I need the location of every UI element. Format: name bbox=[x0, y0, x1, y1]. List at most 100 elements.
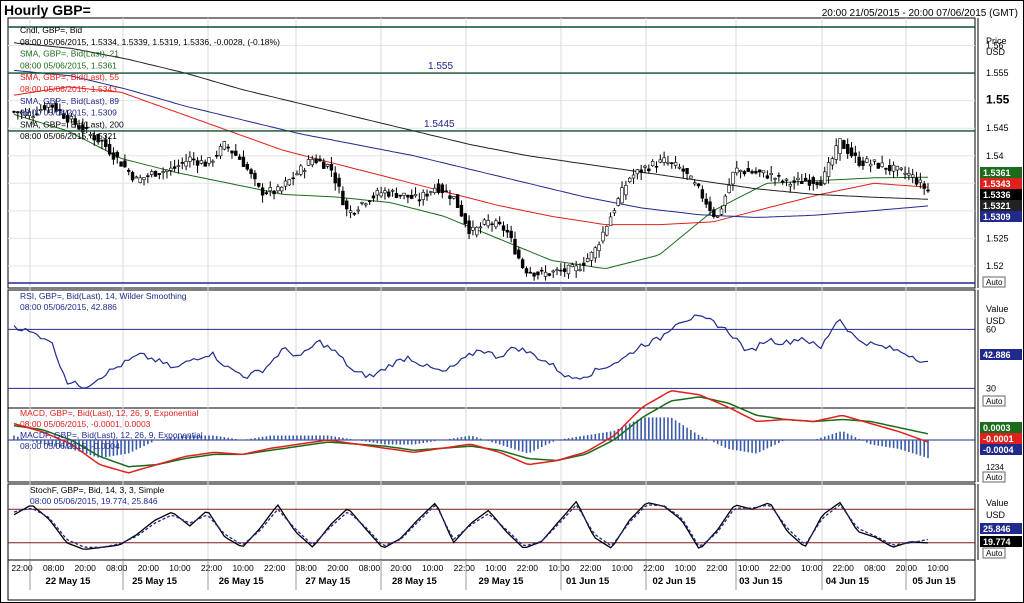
date-tick-label: 22 May 15 bbox=[46, 576, 92, 587]
candle-body bbox=[773, 177, 777, 180]
macd-line bbox=[13, 390, 929, 474]
candle-body bbox=[494, 220, 498, 228]
time-tick-label: 08:00 bbox=[43, 563, 65, 573]
candle-body bbox=[612, 210, 617, 214]
candle-body bbox=[130, 172, 135, 181]
candle-body bbox=[12, 111, 16, 113]
candle-body bbox=[731, 171, 735, 185]
candle-body bbox=[593, 247, 597, 259]
sma-line-sma-200 bbox=[13, 42, 929, 200]
candle-body bbox=[524, 268, 529, 274]
candle-body bbox=[605, 226, 609, 236]
candle-body bbox=[738, 169, 743, 172]
candle-body bbox=[161, 171, 165, 173]
time-tick-label: 10:00 bbox=[801, 563, 823, 573]
time-tick-label: 20:00 bbox=[75, 563, 97, 573]
candle-body bbox=[226, 146, 230, 149]
stoch-auto-button[interactable] bbox=[982, 547, 1006, 559]
candle-body bbox=[406, 194, 410, 198]
time-tick-label: 10:00 bbox=[232, 563, 254, 573]
rsi-legend-line: 08:00 05/06/2015, 42.886 bbox=[20, 302, 117, 312]
candle-body bbox=[169, 167, 173, 171]
rsi-panel: 60 30 Value USD RSI, GBP=, Bid(Last), 14, Wi… bbox=[8, 291, 1022, 407]
candle-body bbox=[429, 191, 433, 193]
candle-body bbox=[50, 104, 54, 108]
price-tick-label: 1.56 bbox=[986, 41, 1004, 51]
candle-body bbox=[907, 172, 911, 176]
candle-body bbox=[115, 151, 119, 158]
time-tick-label: 20:00 bbox=[138, 563, 160, 573]
price-legend-line: SMA, GBP=, Bid(Last), 89 bbox=[20, 96, 119, 106]
price-legend-line: SMA, GBP=, Bid(Last), 55 bbox=[20, 72, 119, 82]
price-tick-label: 1.525 bbox=[986, 233, 1009, 243]
macd-value-badge bbox=[980, 444, 1022, 455]
candle-body bbox=[157, 173, 162, 175]
candle-body bbox=[260, 187, 265, 196]
time-tick-label: 22:00 bbox=[833, 563, 855, 573]
candle-body bbox=[826, 162, 831, 177]
candle-body bbox=[685, 168, 689, 174]
candle-body bbox=[302, 170, 307, 172]
candle-body bbox=[81, 124, 85, 133]
candle-body bbox=[245, 164, 249, 170]
candle-body bbox=[432, 187, 437, 193]
candle-body bbox=[272, 190, 276, 195]
candle-body bbox=[735, 167, 739, 174]
candle-body bbox=[459, 204, 464, 217]
date-tick-label: 02 Jun 15 bbox=[653, 576, 697, 587]
candle-body bbox=[635, 169, 640, 175]
candle-body bbox=[620, 187, 624, 204]
candle-body bbox=[27, 112, 31, 117]
candle-body bbox=[497, 221, 502, 225]
stoch-value-badge-text: 25.846 bbox=[983, 524, 1011, 534]
candle-body bbox=[310, 159, 314, 166]
candle-body bbox=[352, 212, 357, 215]
rsi-legend-line: RSI, GBP=, Bid(Last), 14, Wilder Smoothi… bbox=[20, 291, 187, 301]
candle-body bbox=[758, 169, 762, 173]
candle-body bbox=[693, 182, 697, 185]
candle-body bbox=[371, 195, 376, 199]
candle-body bbox=[761, 170, 766, 174]
candle-body bbox=[134, 176, 139, 179]
rsi-panel-frame bbox=[7, 289, 976, 409]
candle-body bbox=[834, 145, 838, 160]
candle-body bbox=[708, 201, 712, 211]
price-auto-button[interactable] bbox=[982, 276, 1006, 288]
time-tick-label: 22:00 bbox=[706, 563, 728, 573]
candle-body bbox=[123, 160, 127, 168]
candle-body bbox=[69, 116, 74, 120]
price-moving-averages bbox=[13, 42, 929, 269]
price-value-badge bbox=[980, 189, 1022, 200]
date-tick-label: 28 May 15 bbox=[392, 576, 438, 587]
candle-body bbox=[149, 171, 154, 175]
macd-auto-button[interactable] bbox=[982, 471, 1006, 483]
candle-body bbox=[765, 175, 770, 179]
candle-body bbox=[299, 165, 303, 175]
candle-body bbox=[42, 105, 47, 110]
macd-auto-label: Auto bbox=[986, 473, 1003, 482]
time-tick-label: 10:00 bbox=[422, 563, 444, 573]
rsi-auto-button[interactable] bbox=[982, 395, 1006, 407]
candle-body bbox=[279, 186, 284, 192]
candle-body bbox=[23, 111, 28, 116]
time-tick-label: 08:00 bbox=[106, 563, 128, 573]
time-tick-label: 10:00 bbox=[611, 563, 633, 573]
candle-body bbox=[234, 150, 238, 156]
candle-body bbox=[35, 113, 39, 116]
macd-value-badge bbox=[980, 422, 1022, 433]
candle-body bbox=[398, 194, 402, 197]
candle-body bbox=[318, 158, 322, 162]
candle-body bbox=[394, 193, 399, 198]
rsi-line bbox=[13, 314, 929, 389]
candle-body bbox=[868, 163, 873, 167]
time-axis: 22:00 08:00 20:00 08:00 20:00 10:00 22:00 10:00… bbox=[7, 559, 976, 601]
rsi-axis-unit: USD bbox=[986, 316, 1006, 326]
macd-value-badge bbox=[980, 433, 1022, 444]
rsi-auto-label: Auto bbox=[986, 397, 1003, 406]
macd-value-badge-text: -0.0004 bbox=[983, 445, 1014, 455]
candle-body bbox=[815, 182, 819, 186]
candle-body bbox=[19, 111, 24, 114]
candle-body bbox=[780, 180, 785, 183]
candle-body bbox=[662, 157, 666, 163]
